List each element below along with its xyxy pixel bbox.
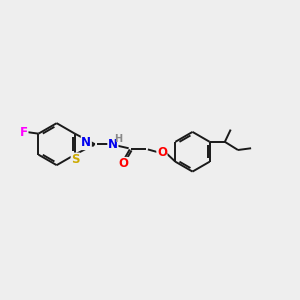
Text: N: N bbox=[108, 138, 118, 151]
Text: H: H bbox=[114, 134, 122, 145]
Text: S: S bbox=[71, 153, 80, 166]
Text: N: N bbox=[81, 136, 91, 149]
Text: F: F bbox=[20, 126, 28, 139]
Text: O: O bbox=[157, 146, 167, 159]
Text: O: O bbox=[118, 158, 128, 170]
